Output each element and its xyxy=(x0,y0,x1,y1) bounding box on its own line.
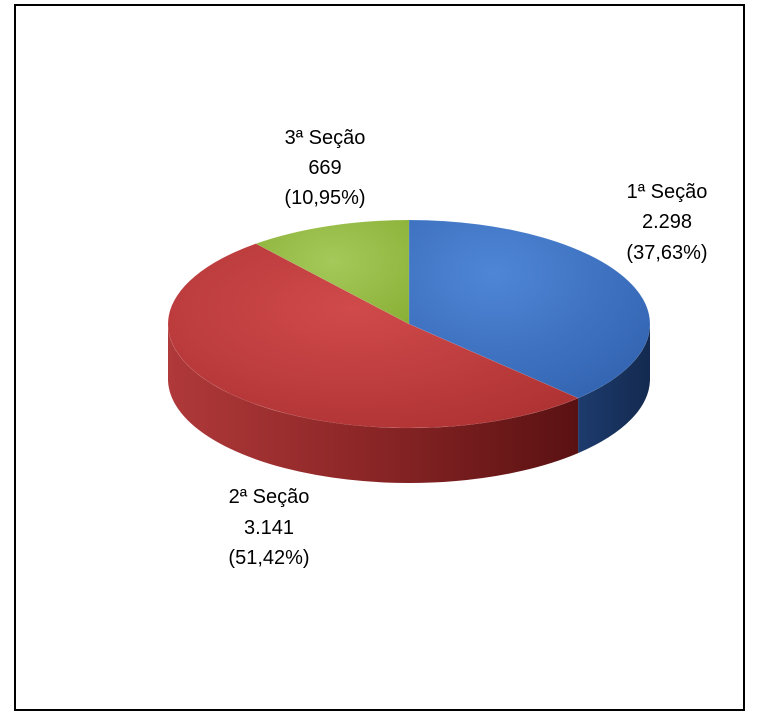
slice-label-2-name: 2ª Seção xyxy=(229,486,310,508)
slice-label-3: 3ª Seção 669 (10,95%) xyxy=(284,127,365,209)
pie-sides xyxy=(167,324,650,484)
slice-label-1-percent: (37,63%) xyxy=(626,242,707,264)
pie-tops xyxy=(167,219,651,429)
pie-slice-3 xyxy=(255,219,410,325)
slice-label-2: 2ª Seção 3.141 (51,42%) xyxy=(228,486,309,569)
chart-frame: 1ª Seção 2.298 (37,63%) 2ª Seção 3.141 (… xyxy=(14,4,745,711)
pie-slice-1 xyxy=(408,219,651,399)
pie-side-1 xyxy=(578,324,650,454)
slice-label-1: 1ª Seção 2.298 (37,63%) xyxy=(626,181,707,264)
pie-side-2 xyxy=(167,324,579,484)
pie-chart: 1ª Seção 2.298 (37,63%) 2ª Seção 3.141 (… xyxy=(167,127,708,569)
slice-label-2-value: 3.141 xyxy=(244,517,294,539)
slice-label-2-percent: (51,42%) xyxy=(228,547,309,569)
slice-label-1-name: 1ª Seção xyxy=(627,181,708,203)
pie-slice-2 xyxy=(167,243,579,429)
slice-label-1-value: 2.298 xyxy=(642,211,692,233)
slice-label-3-value: 669 xyxy=(308,157,341,179)
pie-labels: 1ª Seção 2.298 (37,63%) 2ª Seção 3.141 (… xyxy=(228,127,707,569)
slice-label-3-percent: (10,95%) xyxy=(284,187,365,209)
slice-label-3-name: 3ª Seção xyxy=(285,127,366,149)
